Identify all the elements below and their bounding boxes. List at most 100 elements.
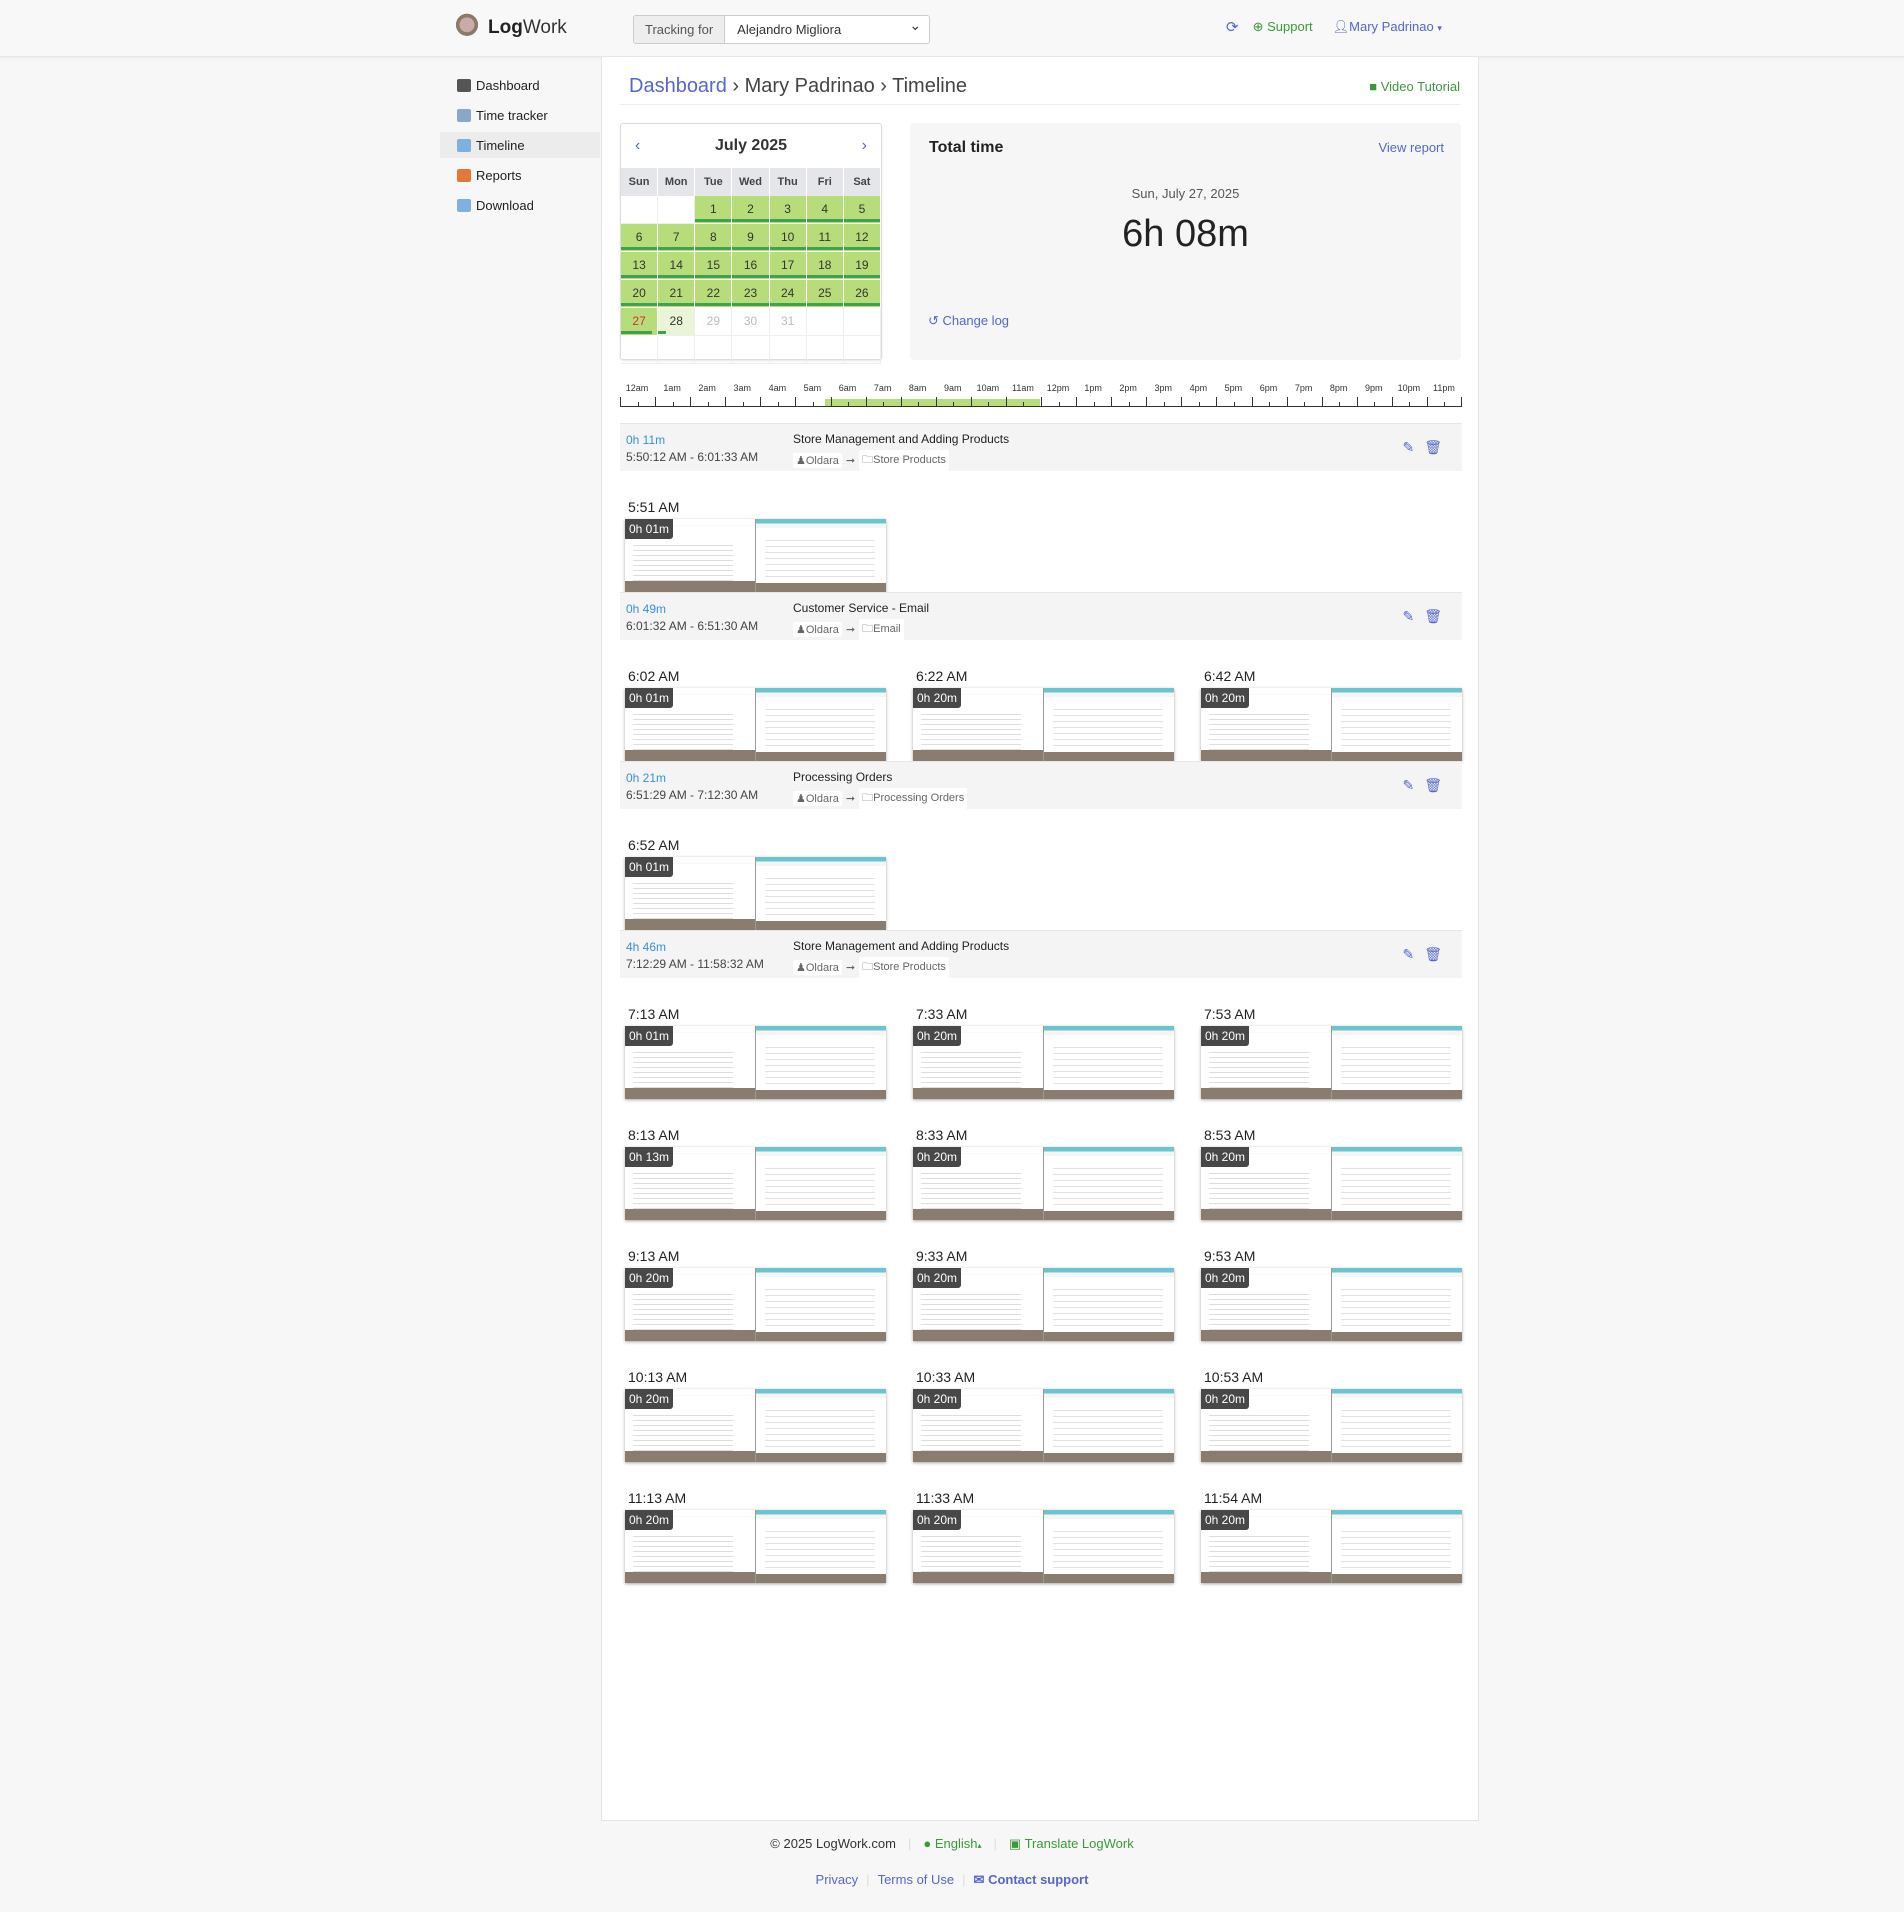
screenshot-thumbnail[interactable]: 0h 20m <box>913 1268 1174 1341</box>
screenshot-duration-badge: 0h 20m <box>1201 688 1250 708</box>
entry-time-range: 6:01:32 AM - 6:51:30 AM <box>626 619 759 633</box>
screenshot-thumbnail[interactable]: 0h 20m <box>913 1510 1174 1583</box>
calendar-day[interactable]: 11 <box>806 224 844 252</box>
screenshot-thumbnail[interactable]: 0h 20m <box>1201 688 1462 761</box>
calendar-day[interactable]: 13 <box>621 252 659 280</box>
calendar-day[interactable]: 21 <box>658 280 696 308</box>
screenshot-time: 8:53 AM <box>1204 1127 1256 1143</box>
screenshot-thumbnail[interactable]: 0h 20m <box>1201 1389 1462 1462</box>
contact-support-link[interactable]: ✉ Contact support <box>974 1872 1089 1888</box>
refresh-icon[interactable]: ⟳ <box>1226 19 1239 36</box>
screenshot-thumbnail[interactable]: 0h 20m <box>913 1147 1174 1220</box>
calendar-day[interactable]: 10 <box>769 224 807 252</box>
view-report-link[interactable]: View report <box>1378 140 1444 155</box>
support-label: Support <box>1267 19 1313 34</box>
calendar-day[interactable]: 17 <box>769 252 807 280</box>
calendar-day[interactable]: 5 <box>843 196 881 224</box>
screenshot-thumbnail[interactable]: 0h 20m <box>625 1268 886 1341</box>
calendar-day[interactable]: 26 <box>843 280 881 308</box>
screen-content <box>765 1163 875 1207</box>
ruler-tick <box>1426 397 1428 406</box>
screenshot-thumbnail[interactable]: 0h 01m <box>625 519 886 592</box>
screenshot-thumbnail[interactable]: 0h 20m <box>1201 1147 1462 1220</box>
screenshot-thumbnail[interactable]: 0h 13m <box>625 1147 886 1220</box>
calendar-day[interactable]: 19 <box>843 252 881 280</box>
translate-link[interactable]: ▣ Translate LogWork <box>1009 1836 1134 1852</box>
screenshot-thumbnail[interactable]: 0h 20m <box>1201 1026 1462 1099</box>
prev-month-button[interactable]: ‹ <box>635 137 641 154</box>
sidebar-item-label: Time tracker <box>476 107 548 123</box>
video-tutorial-link[interactable]: ■ Video Tutorial <box>1369 79 1460 94</box>
privacy-link[interactable]: Privacy <box>815 1872 859 1887</box>
time-entries: 0h 11m 5:50:12 AM - 6:01:33 AM Store Manag… <box>620 423 1462 1619</box>
edit-pencil-icon[interactable]: ✎ <box>1402 946 1415 962</box>
trash-icon[interactable]: 🗑︎ <box>1424 777 1442 793</box>
screenshot-thumbnail[interactable]: 0h 20m <box>1201 1268 1462 1341</box>
screenshot-thumbnail[interactable]: 0h 20m <box>625 1510 886 1583</box>
sidebar-item-download[interactable]: Download <box>440 192 600 218</box>
calendar-day[interactable]: 9 <box>732 224 770 252</box>
calendar-day[interactable]: 18 <box>806 252 844 280</box>
screenshot-thumbnail[interactable]: 0h 20m <box>913 1389 1174 1462</box>
ruler-tick <box>1233 402 1235 406</box>
sidebar-item-dashboard[interactable]: Dashboard <box>440 72 600 98</box>
edit-pencil-icon[interactable]: ✎ <box>1402 439 1415 455</box>
calendar-day[interactable]: 14 <box>658 252 696 280</box>
calendar-day[interactable]: 20 <box>621 280 659 308</box>
arrow-right-icon: ➞ <box>845 962 856 974</box>
ruler-tick <box>883 402 885 406</box>
time-entry: 0h 21m 6:51:29 AM - 7:12:30 AM Processing … <box>620 761 1462 930</box>
change-log-link[interactable]: ↺ Change log <box>928 313 1009 329</box>
calendar-day[interactable]: 12 <box>843 224 881 252</box>
calendar-day[interactable]: 3 <box>769 196 807 224</box>
calendar-day[interactable]: 31 <box>769 308 807 336</box>
trash-icon[interactable]: 🗑︎ <box>1424 439 1442 455</box>
screen-content <box>1341 704 1451 748</box>
hour-ruler[interactable]: 12am 1am 2am 3am 4am 5am 6am 7am 8am 9am 10am 11am 1… <box>620 383 1462 407</box>
screenshot-thumbnail[interactable]: 0h 20m <box>625 1389 886 1462</box>
calendar-day[interactable]: 23 <box>732 280 770 308</box>
sidebar-item-reports[interactable]: Reports <box>440 162 600 188</box>
language-selector[interactable]: ● English▴ <box>923 1836 981 1852</box>
calendar-day[interactable]: 24 <box>769 280 807 308</box>
calendar-day[interactable]: 22 <box>695 280 733 308</box>
tracking-user-select[interactable]: Alejandro Migliora <box>725 16 930 43</box>
entry-duration: 0h 11m <box>626 433 666 447</box>
trash-icon[interactable]: 🗑︎ <box>1424 946 1442 962</box>
trash-icon[interactable]: 🗑︎ <box>1424 608 1442 624</box>
user-menu[interactable]: 👤︎Mary Padrinao ▾ <box>1333 19 1442 35</box>
calendar-day[interactable]: 2 <box>732 196 770 224</box>
calendar-day[interactable]: 29 <box>695 308 733 336</box>
terms-link[interactable]: Terms of Use <box>877 1872 955 1887</box>
edit-pencil-icon[interactable]: ✎ <box>1402 777 1415 793</box>
breadcrumb-dashboard[interactable]: Dashboard <box>629 75 727 97</box>
calendar-day[interactable]: 28 <box>658 308 696 336</box>
hour-label: 6pm <box>1259 383 1278 393</box>
calendar-day[interactable]: 16 <box>732 252 770 280</box>
ruler-tick <box>953 402 955 406</box>
calendar-day[interactable]: 4 <box>806 196 844 224</box>
calendar-day[interactable]: 15 <box>695 252 733 280</box>
screenshot-thumbnail[interactable]: 0h 01m <box>625 857 886 930</box>
calendar-day[interactable]: 27 <box>621 308 659 336</box>
calendar-day[interactable]: 25 <box>806 280 844 308</box>
screen-content <box>1209 710 1309 750</box>
next-month-button[interactable]: › <box>861 137 867 154</box>
edit-pencil-icon[interactable]: ✎ <box>1402 608 1415 624</box>
screenshot-duration-badge: 0h 01m <box>625 857 674 877</box>
calendar-day[interactable]: 30 <box>732 308 770 336</box>
ruler-tick <box>1286 397 1288 406</box>
calendar-day[interactable]: 8 <box>695 224 733 252</box>
screenshot-thumbnail[interactable]: 0h 01m <box>625 1026 886 1099</box>
screenshot-thumbnail[interactable]: 0h 01m <box>625 688 886 761</box>
screenshot-thumbnail[interactable]: 0h 20m <box>913 1026 1174 1099</box>
calendar-day[interactable]: 6 <box>621 224 659 252</box>
screenshot-thumbnail[interactable]: 0h 20m <box>913 688 1174 761</box>
sidebar-item-timeline[interactable]: Timeline <box>440 132 600 158</box>
support-link[interactable]: ⊕ Support <box>1253 19 1313 35</box>
logo[interactable]: Log Work <box>452 12 567 44</box>
calendar-day[interactable]: 7 <box>658 224 696 252</box>
calendar-day[interactable]: 1 <box>695 196 733 224</box>
screenshot-thumbnail[interactable]: 0h 20m <box>1201 1510 1462 1583</box>
sidebar-item-time-tracker[interactable]: Time tracker <box>440 102 600 128</box>
